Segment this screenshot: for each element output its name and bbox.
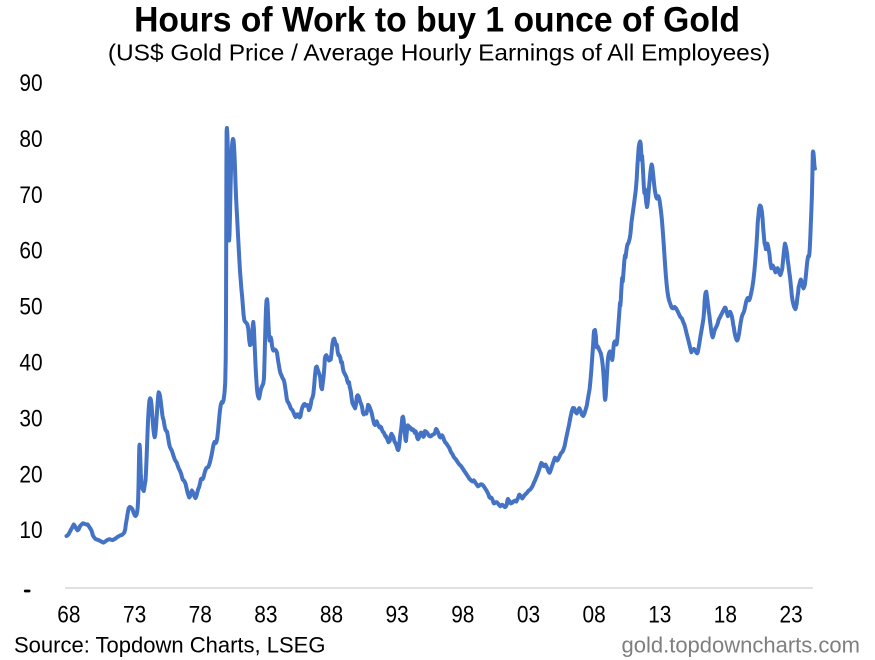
svg-text:gold.topdowncharts.com: gold.topdowncharts.com <box>622 632 860 657</box>
svg-text:18: 18 <box>714 601 737 628</box>
svg-text:90: 90 <box>19 70 42 97</box>
svg-text:50: 50 <box>19 293 42 320</box>
svg-text:78: 78 <box>189 601 212 628</box>
svg-text:98: 98 <box>451 601 474 628</box>
svg-text:93: 93 <box>385 601 408 628</box>
svg-text:(US$ Gold Price / Average Hour: (US$ Gold Price / Average Hourly Earning… <box>108 41 770 66</box>
svg-text:Source: Topdown Charts, LSEG: Source: Topdown Charts, LSEG <box>14 632 325 657</box>
svg-text:73: 73 <box>123 601 146 628</box>
svg-text:30: 30 <box>19 405 42 432</box>
svg-text:40: 40 <box>19 349 42 376</box>
svg-text:70: 70 <box>19 181 42 208</box>
svg-text:20: 20 <box>19 461 42 488</box>
svg-text:60: 60 <box>19 237 42 264</box>
svg-text:68: 68 <box>57 601 80 628</box>
svg-text:13: 13 <box>648 601 671 628</box>
svg-text:08: 08 <box>582 601 605 628</box>
svg-text:Hours of Work to buy 1 ounce o: Hours of Work to buy 1 ounce of Gold <box>134 1 740 40</box>
svg-text:10: 10 <box>19 517 42 544</box>
svg-text:03: 03 <box>517 601 540 628</box>
svg-text:83: 83 <box>254 601 277 628</box>
svg-text:88: 88 <box>320 601 343 628</box>
svg-text:23: 23 <box>779 601 802 628</box>
svg-text:80: 80 <box>19 126 42 153</box>
